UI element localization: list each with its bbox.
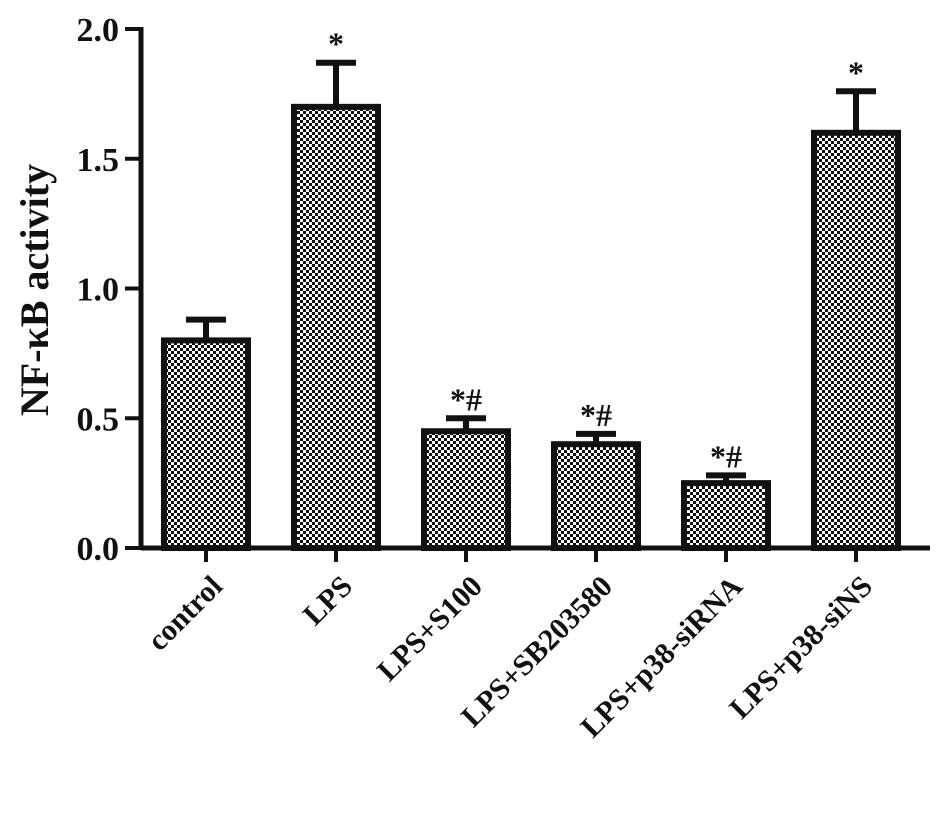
significance-label-4: *#: [710, 438, 742, 474]
bar-5: [811, 129, 901, 552]
category-label-0: control: [141, 570, 229, 658]
bar-1: [291, 103, 381, 551]
y-tick-label-0: 0.0: [77, 531, 120, 568]
y-tick-label-3: 1.5: [77, 142, 120, 179]
y-axis-title: NF-κB activity: [12, 164, 57, 416]
bar-3: [551, 441, 641, 552]
y-tick-label-1: 0.5: [77, 401, 120, 438]
significance-label-2: *#: [450, 381, 482, 417]
y-tick-label-4: 2.0: [77, 12, 120, 49]
category-label-1: LPS: [297, 570, 359, 632]
bar-4: [681, 480, 771, 551]
significance-label-3: *#: [580, 397, 612, 433]
bar-2: [421, 428, 511, 552]
significance-label-1: *: [328, 26, 344, 62]
bar-0: [161, 337, 251, 551]
y-tick-label-2: 1.0: [77, 272, 120, 309]
category-label-2: LPS+S100: [371, 570, 489, 688]
significance-label-5: *: [848, 54, 864, 90]
